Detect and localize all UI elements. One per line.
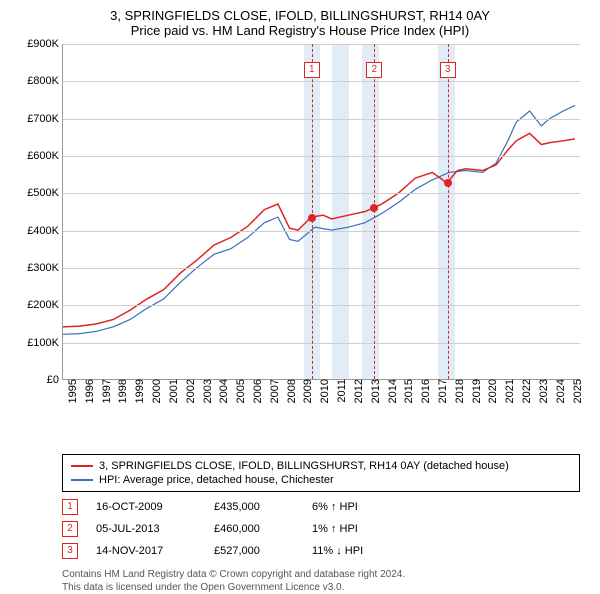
sale-vline — [312, 44, 313, 379]
gridline-h — [63, 231, 580, 232]
sale-dot — [444, 179, 452, 187]
gridline-h — [63, 119, 580, 120]
sales-table: 1 16-OCT-2009 £435,000 6% ↑ HPI 2 05-JUL-2013… — [62, 496, 580, 562]
y-axis-label: £200K — [27, 299, 63, 311]
price-chart: £0 £100K £200K £300K £400K £500K £600K £700K £80… — [20, 44, 580, 414]
y-axis-label: £800K — [27, 75, 63, 87]
sale-dot — [370, 204, 378, 212]
plot-area: £0£100K£200K£300K£400K£500K£600K£700K£80… — [62, 44, 580, 380]
x-axis-label: 2011 — [332, 379, 348, 403]
x-axis-label: 2023 — [534, 379, 550, 403]
sale-dot — [308, 214, 316, 222]
legend-row-property: 3, SPRINGFIELDS CLOSE, IFOLD, BILLINGSHU… — [71, 459, 571, 473]
sale-row-price: £527,000 — [214, 545, 294, 557]
x-axis-label: 2002 — [181, 379, 197, 403]
sale-marker-1: 1 — [304, 62, 320, 78]
x-axis-label: 2012 — [349, 379, 365, 403]
gridline-h — [63, 156, 580, 157]
x-axis-label: 2018 — [450, 379, 466, 403]
x-axis-label: 2019 — [467, 379, 483, 403]
gridline-h — [63, 44, 580, 45]
sale-row-marker: 1 — [62, 499, 78, 515]
y-axis-label: £900K — [27, 38, 63, 50]
footer-line2: This data is licensed under the Open Gov… — [62, 581, 580, 594]
sale-row: 3 14-NOV-2017 £527,000 11% ↓ HPI — [62, 540, 580, 562]
x-axis-label: 2001 — [164, 379, 180, 403]
sale-row-diff: 1% ↑ HPI — [312, 523, 392, 535]
gridline-h — [63, 193, 580, 194]
y-axis-label: £400K — [27, 225, 63, 237]
x-axis-label: 2007 — [265, 379, 281, 403]
sale-row-price: £435,000 — [214, 501, 294, 513]
x-axis-label: 2015 — [399, 379, 415, 403]
footer: Contains HM Land Registry data © Crown c… — [62, 568, 580, 594]
x-axis-label: 2014 — [383, 379, 399, 403]
x-axis-label: 2024 — [551, 379, 567, 403]
x-axis-label: 2000 — [147, 379, 163, 403]
sale-row-date: 14-NOV-2017 — [96, 545, 196, 557]
x-axis-label: 2022 — [517, 379, 533, 403]
sale-marker-3: 3 — [440, 62, 456, 78]
y-axis-label: £300K — [27, 262, 63, 274]
x-axis-label: 2021 — [500, 379, 516, 403]
gridline-h — [63, 81, 580, 82]
x-axis-label: 2006 — [248, 379, 264, 403]
gridline-h — [63, 305, 580, 306]
sale-row-marker: 2 — [62, 521, 78, 537]
x-axis-label: 2003 — [198, 379, 214, 403]
legend-swatch-property — [71, 465, 93, 467]
x-axis-label: 2016 — [416, 379, 432, 403]
x-axis-label: 2013 — [366, 379, 382, 403]
x-axis-label: 1998 — [113, 379, 129, 403]
sale-row: 1 16-OCT-2009 £435,000 6% ↑ HPI — [62, 496, 580, 518]
x-axis-label: 2009 — [298, 379, 314, 403]
x-axis-label: 1996 — [80, 379, 96, 403]
legend-swatch-hpi — [71, 479, 93, 481]
sale-vline — [448, 44, 449, 379]
y-axis-label: £100K — [27, 337, 63, 349]
y-axis-label: £0 — [47, 374, 63, 386]
sale-row-diff: 11% ↓ HPI — [312, 545, 392, 557]
x-axis-label: 2020 — [483, 379, 499, 403]
footer-line1: Contains HM Land Registry data © Crown c… — [62, 568, 580, 581]
y-axis-label: £500K — [27, 187, 63, 199]
legend-row-hpi: HPI: Average price, detached house, Chic… — [71, 473, 571, 487]
line-hpi — [63, 105, 575, 334]
sale-row-date: 05-JUL-2013 — [96, 523, 196, 535]
x-axis-label: 2010 — [315, 379, 331, 403]
x-axis-label: 2008 — [282, 379, 298, 403]
legend: 3, SPRINGFIELDS CLOSE, IFOLD, BILLINGSHU… — [62, 454, 580, 492]
x-axis-label: 2005 — [231, 379, 247, 403]
sale-row-price: £460,000 — [214, 523, 294, 535]
sale-marker-2: 2 — [366, 62, 382, 78]
y-axis-label: £700K — [27, 113, 63, 125]
sale-row-date: 16-OCT-2009 — [96, 501, 196, 513]
legend-label-hpi: HPI: Average price, detached house, Chic… — [99, 474, 334, 486]
page-title-line2: Price paid vs. HM Land Registry's House … — [10, 23, 590, 38]
sale-row: 2 05-JUL-2013 £460,000 1% ↑ HPI — [62, 518, 580, 540]
x-axis-label: 2004 — [214, 379, 230, 403]
legend-label-property: 3, SPRINGFIELDS CLOSE, IFOLD, BILLINGSHU… — [99, 460, 509, 472]
y-axis-label: £600K — [27, 150, 63, 162]
x-axis-label: 1995 — [63, 379, 79, 403]
sale-row-diff: 6% ↑ HPI — [312, 501, 392, 513]
gridline-h — [63, 343, 580, 344]
x-axis-label: 2025 — [568, 379, 584, 403]
sale-row-marker: 3 — [62, 543, 78, 559]
x-axis-label: 1997 — [97, 379, 113, 403]
x-axis-label: 1999 — [130, 379, 146, 403]
page-title-line1: 3, SPRINGFIELDS CLOSE, IFOLD, BILLINGSHU… — [10, 8, 590, 23]
chart-lines — [63, 44, 580, 379]
x-axis-label: 2017 — [433, 379, 449, 403]
gridline-h — [63, 268, 580, 269]
